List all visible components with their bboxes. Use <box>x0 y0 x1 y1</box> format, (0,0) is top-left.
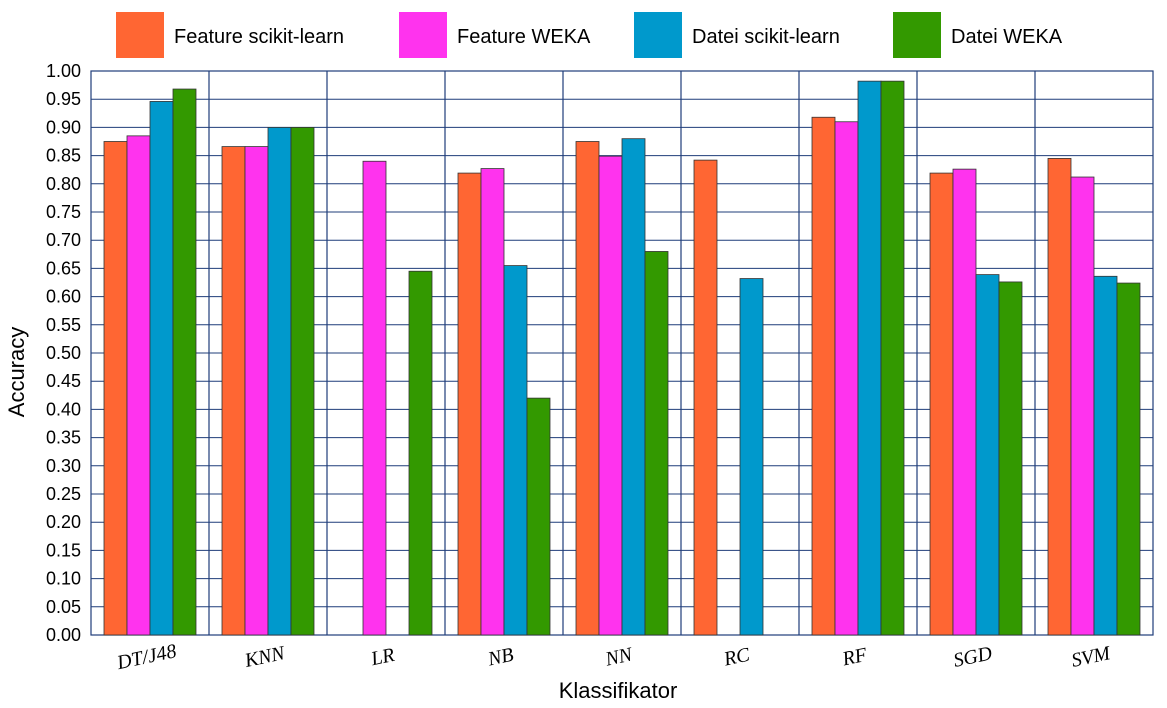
y-tick-label: 0.60 <box>46 287 81 307</box>
x-tick-label: KNN <box>242 642 288 672</box>
x-axis-ticks: DT/J48 KNN LR NB NN RC RF SGD SVM <box>114 640 1113 674</box>
x-tick-label: NB <box>485 644 516 671</box>
bar-rc-series-3 <box>739 278 764 636</box>
bar-knn-series-4 <box>290 127 315 636</box>
bar-rf-series-2 <box>834 121 859 636</box>
y-tick-label: 0.65 <box>46 258 81 278</box>
y-tick-label: 0.00 <box>46 625 81 645</box>
bar-dt-j48-series-3 <box>149 101 174 636</box>
y-axis-ticks: 0.00 0.05 0.10 0.15 0.20 0.25 0.30 0.35 0.40 0.45… <box>46 61 81 645</box>
y-tick-label: 0.70 <box>46 230 81 250</box>
bars <box>103 80 1141 636</box>
bar-nn-series-3 <box>621 138 646 636</box>
bar-dt-j48-series-4 <box>172 88 197 636</box>
bar-nn-series-2 <box>598 155 623 636</box>
bar-sgd-series-2 <box>952 168 977 636</box>
y-tick-label: 0.35 <box>46 428 81 448</box>
x-tick-label: NN <box>602 643 635 671</box>
legend-swatch <box>634 12 682 58</box>
y-tick-label: 0.85 <box>46 146 81 166</box>
y-tick-label: 0.10 <box>46 569 81 589</box>
y-axis-title: Accuracy <box>4 327 29 417</box>
bar-lr-series-2 <box>362 160 387 636</box>
x-tick-label: DT/J48 <box>114 640 178 674</box>
bar-sgd-series-3 <box>975 274 1000 636</box>
bar-rf-series-3 <box>857 80 882 636</box>
bar-knn-series-1 <box>221 146 246 636</box>
y-tick-label: 0.95 <box>46 89 81 109</box>
legend-label: Datei WEKA <box>951 26 1063 48</box>
x-tick-label: RF <box>840 644 870 671</box>
bar-svm-series-2 <box>1070 176 1095 636</box>
y-tick-label: 0.75 <box>46 202 81 222</box>
bar-nb-series-2 <box>480 168 505 636</box>
bar-dt-j48-series-1 <box>103 141 128 636</box>
bar-svm-series-1 <box>1047 158 1072 636</box>
bar-sgd-series-4 <box>998 281 1023 636</box>
bar-lr-series-4 <box>408 270 433 636</box>
bar-knn-series-3 <box>267 127 292 636</box>
y-tick-label: 1.00 <box>46 61 81 81</box>
y-tick-label: 0.30 <box>46 456 81 476</box>
bar-knn-series-2 <box>244 146 269 636</box>
legend: Feature scikit-learn Feature WEKA Datei sc… <box>116 12 1063 58</box>
x-tick-label: SVM <box>1069 642 1113 672</box>
x-tick-label: SGD <box>951 642 994 672</box>
y-tick-label: 0.40 <box>46 399 81 419</box>
y-tick-label: 0.05 <box>46 597 81 617</box>
bar-nn-series-1 <box>575 141 600 636</box>
legend-swatch <box>399 12 447 58</box>
legend-label: Datei scikit-learn <box>692 26 840 48</box>
y-tick-label: 0.25 <box>46 484 81 504</box>
y-tick-label: 0.45 <box>46 371 81 391</box>
legend-label: Feature scikit-learn <box>174 26 344 48</box>
x-tick-label: RC <box>721 644 752 671</box>
bar-rc-series-1 <box>693 159 718 636</box>
y-tick-label: 0.50 <box>46 343 81 363</box>
legend-label: Feature WEKA <box>457 26 591 48</box>
y-tick-label: 0.15 <box>46 540 81 560</box>
y-tick-label: 0.80 <box>46 174 81 194</box>
bar-svm-series-3 <box>1093 275 1118 636</box>
y-tick-label: 0.90 <box>46 117 81 137</box>
bar-svm-series-4 <box>1116 282 1141 636</box>
x-tick-label: LR <box>368 644 396 671</box>
bar-rf-series-1 <box>811 116 836 636</box>
bar-nn-series-4 <box>644 251 669 636</box>
bar-dt-j48-series-2 <box>126 135 151 636</box>
legend-swatch <box>893 12 941 58</box>
legend-swatch <box>116 12 164 58</box>
bar-nb-series-1 <box>457 172 482 636</box>
bar-sgd-series-1 <box>929 172 954 636</box>
bar-nb-series-3 <box>503 265 528 636</box>
bar-rf-series-4 <box>880 80 905 636</box>
y-tick-label: 0.20 <box>46 512 81 532</box>
y-tick-label: 0.55 <box>46 315 81 335</box>
bar-nb-series-4 <box>526 397 551 636</box>
x-axis-title: Klassifikator <box>559 678 678 703</box>
